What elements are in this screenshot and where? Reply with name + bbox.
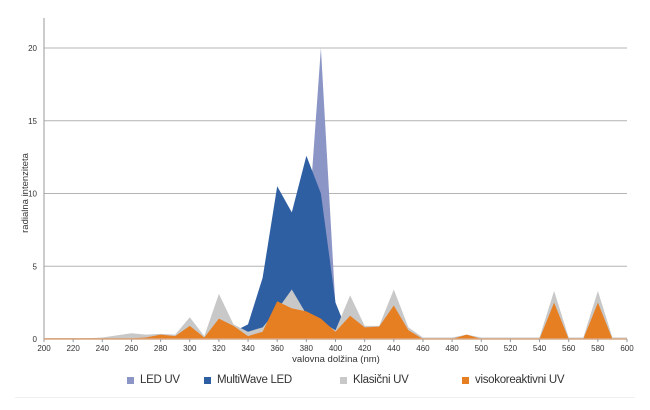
x-tick-label: 540 [533,344,547,353]
legend-swatch [340,376,347,384]
legend-label: LED UV [140,374,180,386]
y-tick-label: 20 [28,44,37,53]
x-tick-label: 300 [183,344,197,353]
x-tick-label: 500 [475,344,489,353]
x-tick-label: 480 [445,344,459,353]
x-tick-label: 420 [358,344,372,353]
x-tick-label: 280 [154,344,168,353]
legend-item-visokoreaktivni-uv[interactable]: visokoreaktivni UV [462,374,565,386]
legend-label: MultiWave LED [217,374,292,386]
legend-label: Klasični UV [353,374,409,386]
legend-label: visokoreaktivni UV [475,374,565,386]
legend-item-klasicni-uv[interactable]: Klasični UV [340,374,409,386]
gridlines [44,47,627,267]
x-tick-label: 360 [271,344,285,353]
legend-item-multiwave-led[interactable]: MultiWave LED [204,374,292,386]
x-tick-label: 400 [329,344,343,353]
series-area-visokoreaktivni-uv [44,301,627,339]
x-tick-label: 200 [37,344,51,353]
x-tick-label: 240 [96,344,110,353]
series-area-multiwave-led [44,155,627,339]
axes: 0 5 10 15 20 200 220 240 260 280 300 320 340 360 380 40… [28,18,634,353]
x-tick-label: 320 [212,344,226,353]
x-tick-label: 340 [241,344,255,353]
y-tick-label: 15 [28,117,37,126]
series-areas [44,48,627,339]
x-tick-label: 440 [387,344,401,353]
y-tick-label: 10 [28,190,37,199]
divider [15,397,635,398]
x-tick-label: 520 [504,344,518,353]
x-tick-label: 220 [66,344,80,353]
legend-swatch [127,376,134,384]
x-tick-label: 380 [300,344,314,353]
x-tick-label: 460 [416,344,430,353]
x-tick-label: 260 [125,344,139,353]
legend-item-led-uv[interactable]: LED UV [127,374,180,386]
legend-swatch [462,376,469,384]
y-tick-label: 5 [33,262,38,271]
x-tick-label: 560 [562,344,576,353]
x-tick-label: 600 [620,344,634,353]
x-axis-title: valovna dolžina (nm) [292,354,380,365]
y-tick-label: 0 [33,335,38,344]
x-tick-label: 580 [591,344,605,353]
legend: LED UV MultiWave LED Klasični UV visokor… [0,374,650,394]
y-axis-title: radialna intenziteta [20,152,31,232]
legend-swatch [204,376,211,384]
